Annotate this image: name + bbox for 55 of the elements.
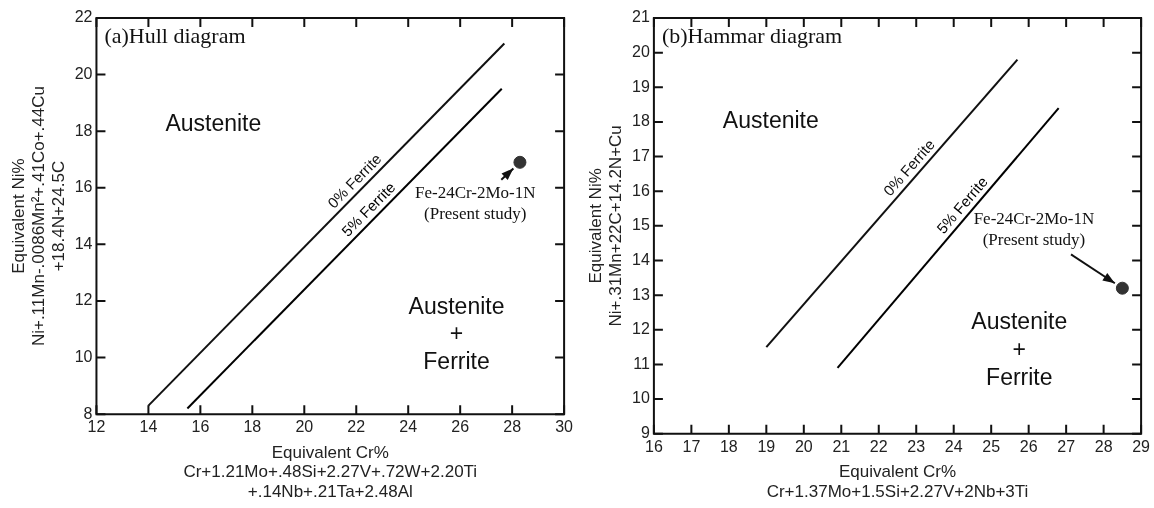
x-tick-label: 28: [503, 418, 522, 436]
y-tick-label: 21: [632, 8, 650, 26]
x-tick-label: 23: [907, 437, 926, 455]
x-tick-label: 16: [191, 418, 210, 436]
y-tick-label: 16: [74, 178, 93, 196]
x-tick-label: 19: [757, 437, 776, 455]
x-tick-label: 26: [451, 418, 470, 436]
x-tick-label: 26: [1019, 437, 1038, 455]
x-tick-label: 24: [399, 418, 418, 436]
annotation: Austenite: [722, 107, 819, 134]
x-axis-title: Equivalent Cr% Cr+1.21Mo+.48Si+2.27V+.72W+2.20Ti +.14Nb+.21Ta+2.48Al: [183, 442, 478, 501]
x-tick-label: 20: [794, 437, 813, 455]
x-tick-label: 20: [295, 418, 314, 436]
y-tick-label: 20: [74, 65, 93, 82]
x-tick-label: 17: [682, 437, 701, 455]
y-tick-label: 18: [74, 121, 93, 139]
x-tick-label: 18: [719, 437, 738, 455]
y-tick-label: 19: [632, 77, 650, 95]
y-tick-label: 11: [633, 354, 650, 372]
x-axis-title: Equivalent Cr% Cr+1.37Mo+1.5Si+2.27V+2Nb+3Ti: [766, 462, 1029, 501]
chart-title: (a)Hull diagram: [104, 22, 246, 48]
y-tick-label: 12: [632, 320, 650, 338]
chart-title: (b)Hammar diagram: [661, 22, 843, 48]
y-tick-label: 12: [74, 291, 93, 309]
x-tick-label: 24: [944, 437, 963, 455]
y-axis-title: Equivalent Ni% Ni+.11Mn-.0086Mn²+.41Co+.44Cu +18.4N+24.5C: [9, 86, 68, 347]
annotation: Fe-24Cr-2Mo-1N (Present study): [973, 209, 1095, 249]
y-tick-label: 13: [632, 285, 650, 303]
annotation: Austenite + Ferrite: [971, 308, 1068, 390]
y-tick-label: 14: [632, 250, 650, 268]
x-tick-label: 29: [1132, 437, 1151, 455]
y-tick-label: 17: [632, 146, 650, 164]
annotation: Austenite: [165, 110, 262, 137]
x-tick-label: 16: [645, 437, 663, 455]
x-tick-label: 22: [869, 437, 888, 455]
y-tick-label: 18: [632, 112, 650, 130]
x-tick-label: 28: [1094, 437, 1113, 455]
x-tick-label: 18: [243, 418, 262, 436]
y-tick-label: 20: [632, 43, 650, 61]
y-axis-title: Equivalent Ni% Ni+.31Mn+22C+14.2N+Cu: [586, 125, 626, 327]
x-tick-label: 22: [347, 418, 366, 436]
y-tick-label: 10: [74, 347, 93, 365]
y-tick-label: 10: [632, 389, 650, 407]
y-tick-label: 16: [632, 181, 650, 199]
x-tick-label: 12: [87, 418, 106, 436]
x-tick-label: 30: [555, 418, 574, 436]
x-tick-label: 14: [139, 418, 158, 436]
y-tick-label: 15: [632, 216, 650, 234]
x-tick-label: 27: [1057, 437, 1076, 455]
x-tick-label: 21: [832, 437, 851, 455]
y-tick-label: 22: [74, 8, 93, 26]
annotation: Fe-24Cr-2Mo-1N (Present study): [414, 183, 536, 223]
y-tick-label: 14: [74, 234, 93, 252]
annotation: Austenite + Ferrite: [408, 292, 505, 374]
x-tick-label: 25: [982, 437, 1001, 455]
